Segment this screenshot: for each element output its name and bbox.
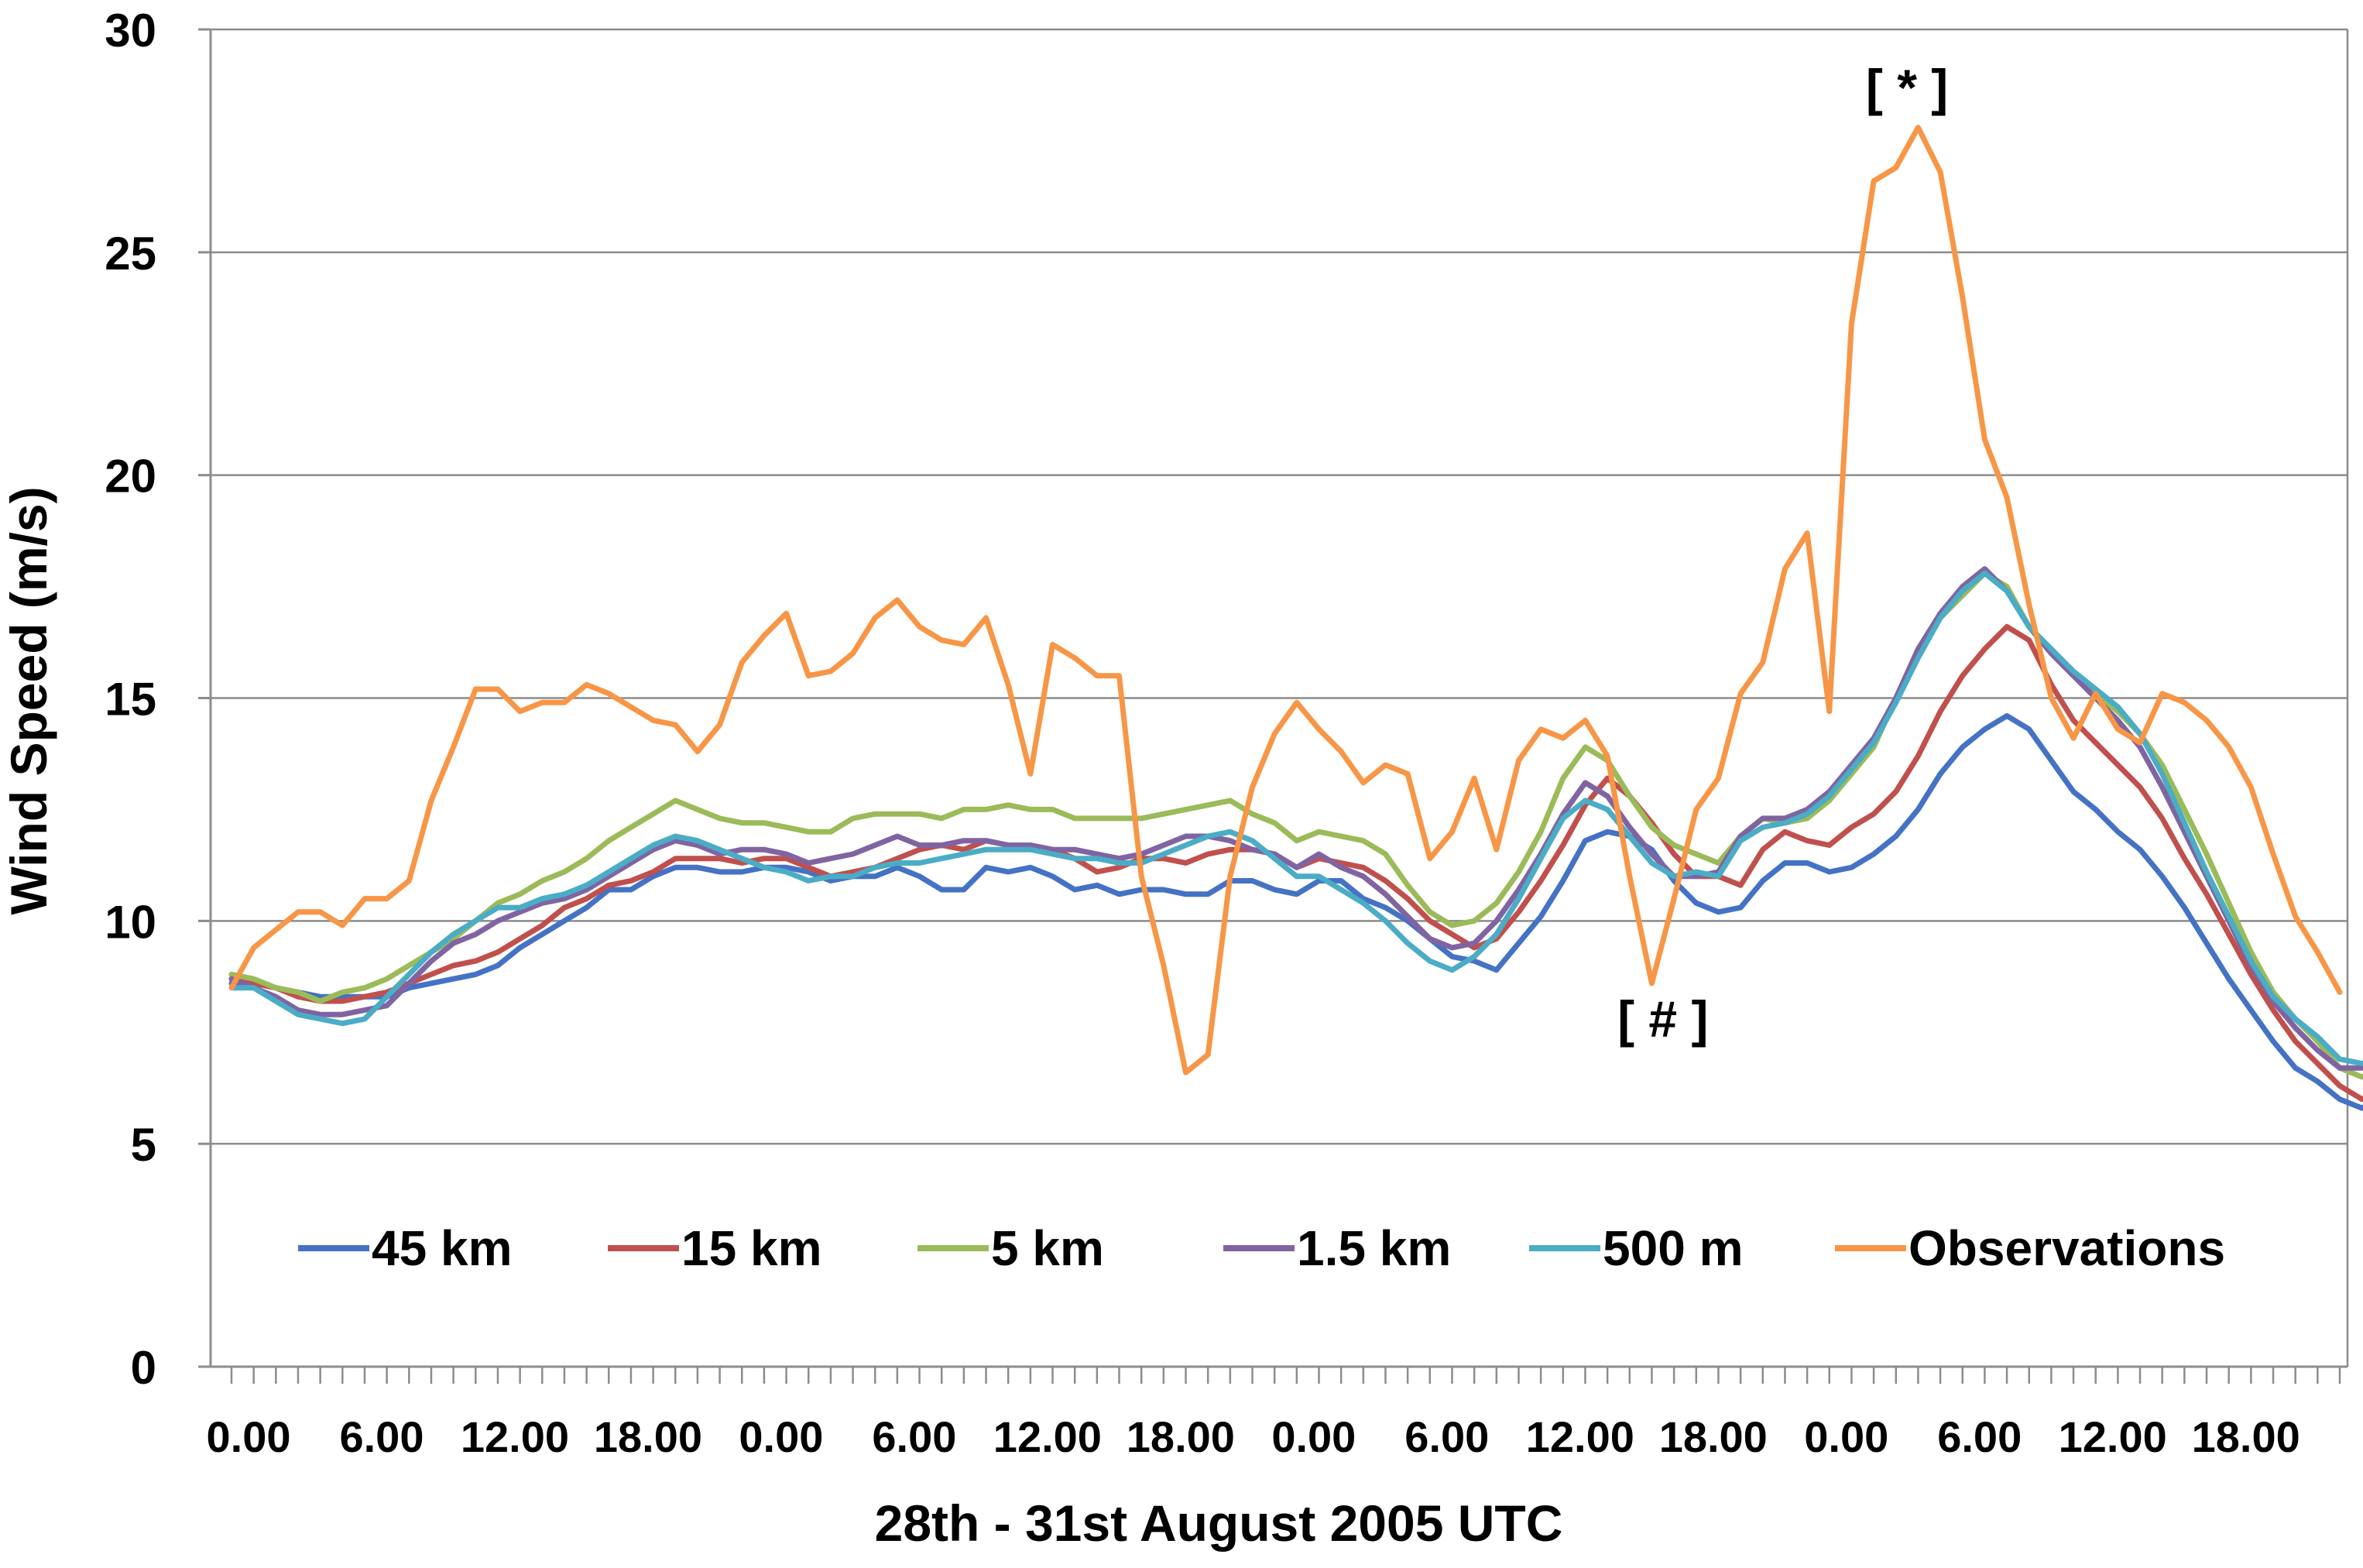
x-tick-label: 12.00 xyxy=(461,1412,569,1461)
x-tick-label: 6.00 xyxy=(339,1412,424,1461)
legend-label: 15 km xyxy=(681,1220,821,1276)
annotation-label: [ * ] xyxy=(1866,59,1948,116)
y-tick-label: 30 xyxy=(105,5,156,57)
x-tick-label: 12.00 xyxy=(1526,1412,1634,1461)
y-tick-label: 15 xyxy=(105,674,156,726)
legend-label: Observations xyxy=(1909,1220,2225,1276)
x-tick-label: 18.00 xyxy=(1659,1412,1768,1461)
x-tick-label: 18.00 xyxy=(594,1412,702,1461)
x-tick-label: 6.00 xyxy=(872,1412,956,1461)
x-tick-label: 6.00 xyxy=(1937,1412,2022,1461)
y-axis-title: Wind Speed (m/s) xyxy=(0,486,57,914)
legend: 45 km 15 km 5 km 1.5 km 500 m Observations xyxy=(298,1220,2225,1276)
y-tick-label: 25 xyxy=(105,228,156,280)
x-tick-label: 18.00 xyxy=(2192,1412,2300,1461)
y-tick-labels: 0 5 10 15 20 25 30 xyxy=(105,5,156,1394)
legend-label: 45 km xyxy=(372,1220,512,1276)
x-tick-label: 0.00 xyxy=(1271,1412,1356,1461)
y-tick-label: 0 xyxy=(131,1342,156,1394)
x-tick-label: 6.00 xyxy=(1404,1412,1489,1461)
y-tick-label: 10 xyxy=(105,896,156,948)
annotation-label: [ # ] xyxy=(1617,990,1708,1048)
axes xyxy=(198,28,2349,1384)
x-tick-labels: 0.00 6.00 12.00 18.00 0.00 6.00 12.00 18.00 0.00… xyxy=(207,1412,2300,1461)
x-tick-label: 0.00 xyxy=(739,1412,823,1461)
series-line-observations xyxy=(228,125,2343,1076)
legend-label: 1.5 km xyxy=(1297,1220,1451,1276)
x-axis-title: 28th - 31st August 2005 UTC xyxy=(875,1494,1563,1552)
x-tick-label: 0.00 xyxy=(207,1412,291,1461)
x-tick-label: 12.00 xyxy=(993,1412,1102,1461)
y-tick-label: 20 xyxy=(105,451,156,503)
legend-label: 5 km xyxy=(991,1220,1104,1276)
x-tick-label: 12.00 xyxy=(2059,1412,2167,1461)
series-line-45-km xyxy=(228,713,2363,1111)
series-line-500-m xyxy=(228,570,2363,1066)
annotations: [ * ] [ # ] xyxy=(1617,59,1948,1048)
series-lines xyxy=(228,125,2363,1111)
y-tick-label: 5 xyxy=(131,1119,156,1171)
legend-label: 500 m xyxy=(1603,1220,1743,1276)
x-tick-label: 0.00 xyxy=(1804,1412,1888,1461)
x-tick-label: 18.00 xyxy=(1127,1412,1235,1461)
